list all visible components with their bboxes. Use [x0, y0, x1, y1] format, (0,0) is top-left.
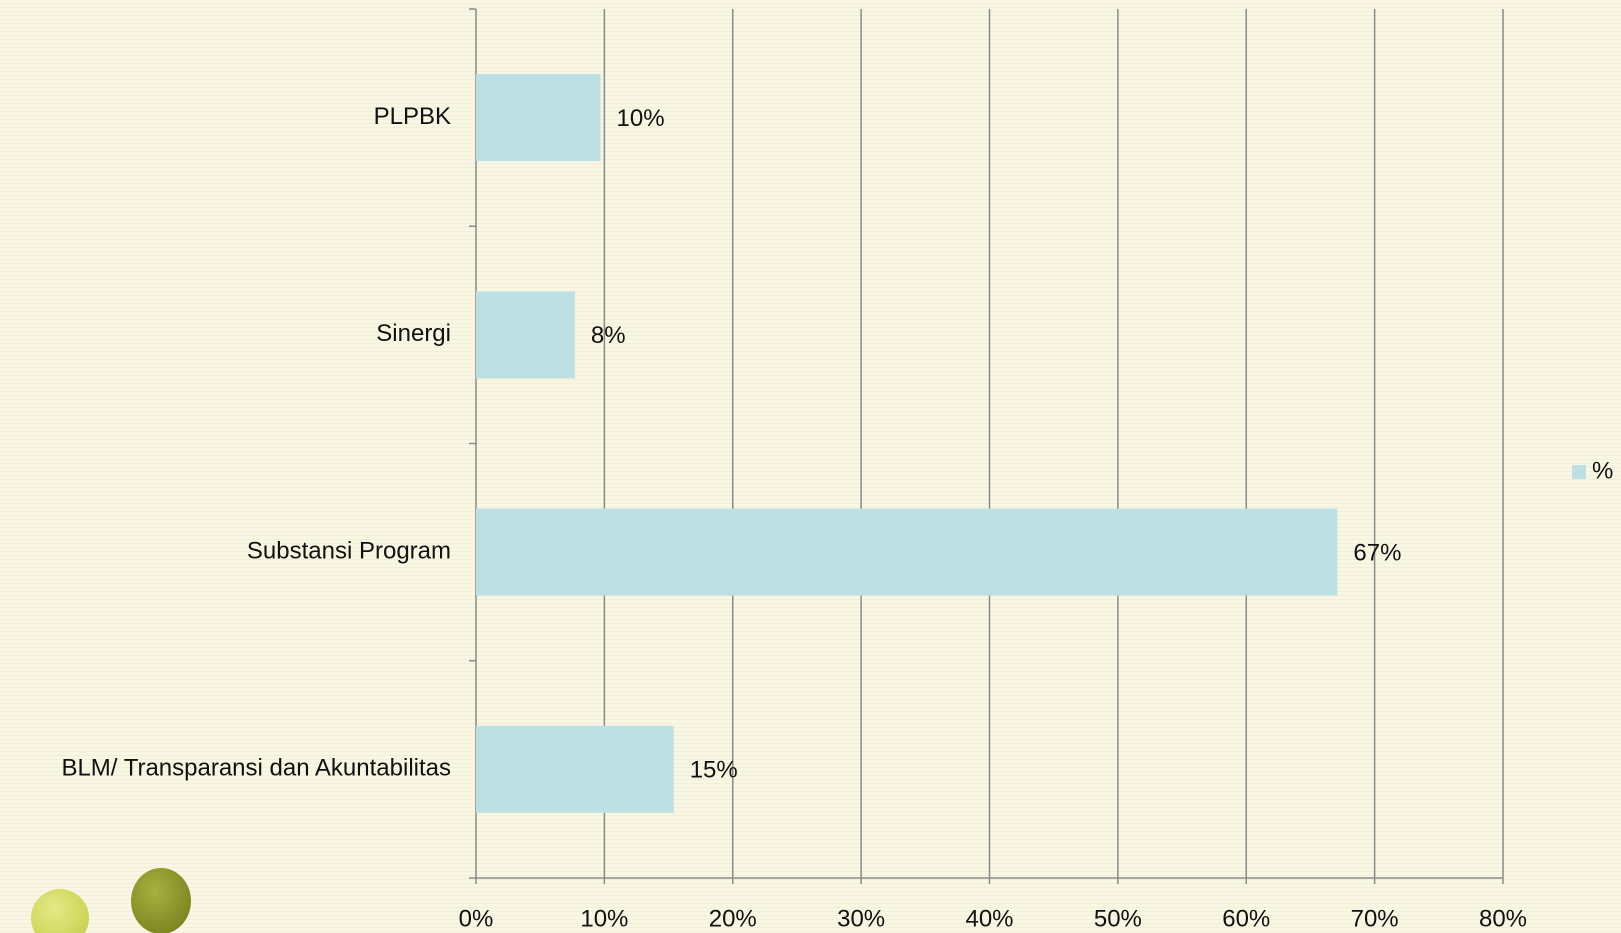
data-label: 15%	[690, 757, 738, 784]
bar	[476, 291, 575, 379]
legend-label: %	[1592, 457, 1613, 484]
x-tick-label: 50%	[1094, 905, 1142, 932]
bar	[476, 725, 674, 813]
x-tick-label: 80%	[1479, 905, 1527, 932]
bar	[476, 508, 1338, 596]
y-tick-label: Substansi Program	[247, 537, 451, 564]
y-tick-label: BLM/ Transparansi dan Akuntabilitas	[61, 755, 451, 782]
data-label: 10%	[617, 105, 665, 132]
y-tick-label: Sinergi	[376, 320, 451, 347]
data-label: 8%	[591, 322, 626, 349]
x-tick-label: 60%	[1222, 905, 1270, 932]
data-label: 67%	[1353, 539, 1401, 566]
decoration	[31, 889, 89, 933]
x-tick-label: 20%	[709, 905, 757, 932]
x-tick-label: 30%	[837, 905, 885, 932]
legend-swatch	[1572, 465, 1586, 479]
decoration	[131, 868, 191, 933]
x-tick-label: 10%	[580, 905, 628, 932]
bar	[476, 74, 601, 162]
x-tick-label: 70%	[1351, 905, 1399, 932]
x-tick-label: 40%	[965, 905, 1013, 932]
y-tick-label: PLPBK	[374, 103, 451, 130]
x-tick-label: 0%	[459, 905, 494, 932]
